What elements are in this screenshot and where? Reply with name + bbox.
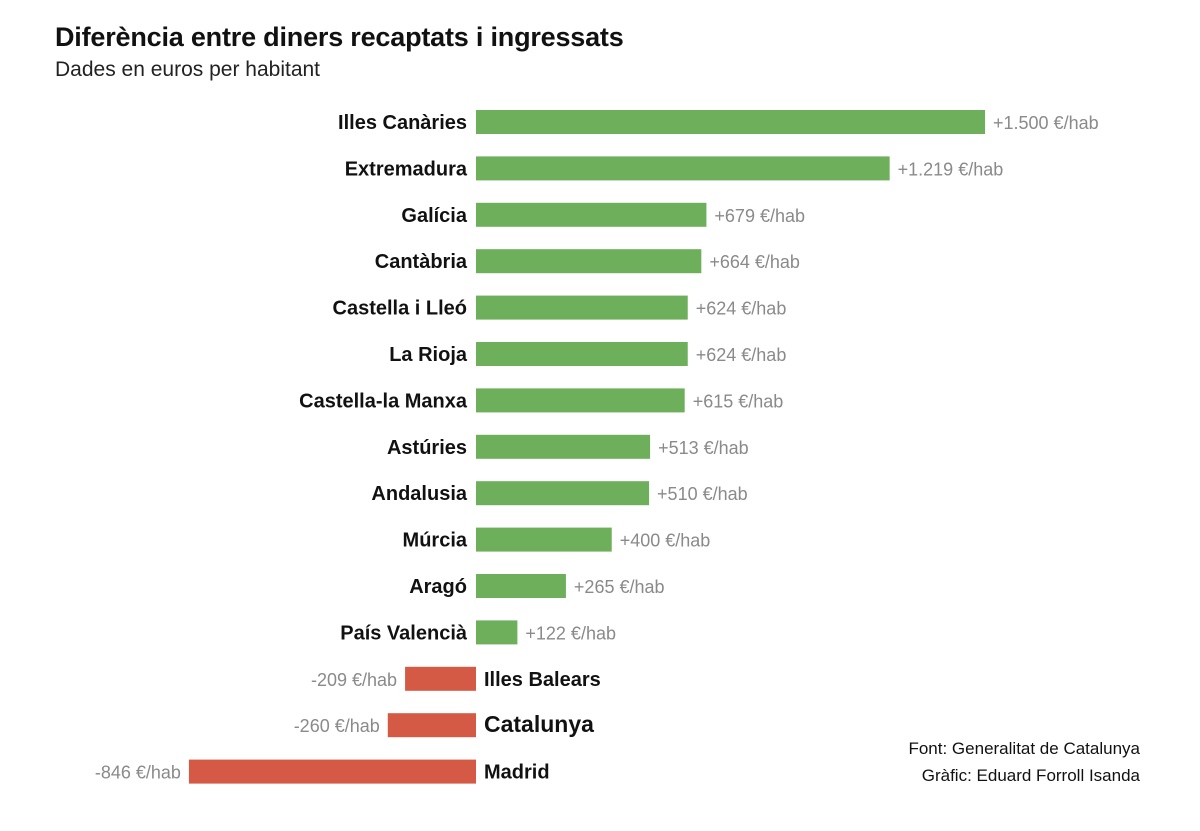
category-label-extremadura: Extremadura [345,158,468,180]
bar-extremadura [476,156,890,181]
value-label-madrid: -846 €/hab [95,763,181,783]
bar-castella-i-lleo [476,295,688,320]
bar-la-rioja [476,342,688,366]
category-label-cantabria: Cantàbria [375,251,468,273]
value-label-murcia: +400 €/hab [620,531,711,551]
value-label-illes-balears: -209 €/hab [311,670,397,690]
bar-madrid [188,759,476,784]
value-label-galicia: +679 €/hab [714,206,805,226]
category-label-galicia: Galícia [401,205,467,227]
bar-illes-canaries [476,110,985,134]
value-label-castella-la-manxa: +615 €/hab [693,391,784,411]
bar-illes-balears [405,666,476,691]
source-credit: Font: Generalitat de Catalunya [908,739,1140,758]
category-label-arago: Aragó [409,576,467,598]
bar-cantabria [476,249,702,274]
value-label-catalunya: -260 €/hab [294,716,380,736]
value-label-castella-i-lleo: +624 €/hab [696,299,787,319]
value-label-cantabria: +664 €/hab [709,252,800,272]
bar-pais-valencia [476,620,518,645]
category-label-pais-valencia: País Valencià [340,622,468,644]
category-label-la-rioja: La Rioja [389,344,468,366]
chart-title: Diferència entre diners recaptats i ingr… [55,22,624,52]
bar-murcia [476,527,612,552]
bar-asturies [476,434,651,459]
value-label-illes-canaries: +1.500 €/hab [993,113,1099,133]
category-label-castella-i-lleo: Castella i Lleó [333,298,468,320]
bar-arago [476,574,566,598]
value-label-extremadura: +1.219 €/hab [898,159,1004,179]
author-credit: Gràfic: Eduard Forroll Isanda [921,766,1140,785]
category-label-andalusia: Andalusia [371,483,467,505]
category-label-asturies: Astúries [387,437,467,459]
bar-galicia [476,202,707,227]
value-label-asturies: +513 €/hab [658,438,749,458]
value-label-la-rioja: +624 €/hab [696,345,787,365]
value-label-arago: +265 €/hab [574,577,665,597]
value-label-pais-valencia: +122 €/hab [525,623,616,643]
category-label-murcia: Múrcia [403,530,468,552]
value-label-andalusia: +510 €/hab [657,484,748,504]
category-label-illes-balears: Illes Balears [484,669,601,691]
category-label-madrid: Madrid [484,762,550,784]
category-label-catalunya: Catalunya [484,711,594,737]
category-label-castella-la-manxa: Castella-la Manxa [299,390,468,412]
category-label-illes-canaries: Illes Canàries [338,112,467,134]
bar-castella-la-manxa [476,388,685,413]
bar-andalusia [476,481,650,506]
chart-subtitle: Dades en euros per habitant [55,58,321,81]
bar-catalunya [387,713,476,738]
credits: Font: Generalitat de Catalunya Gràfic: E… [908,735,1140,789]
